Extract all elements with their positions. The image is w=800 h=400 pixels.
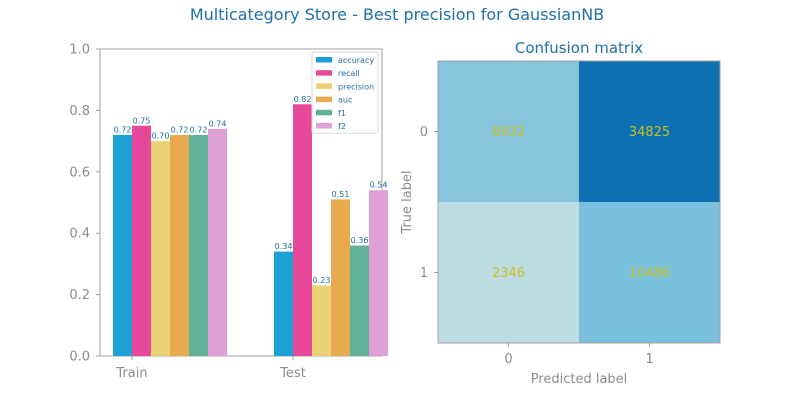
legend-swatch-accuracy: [316, 57, 332, 63]
bar-f1-test: [350, 245, 369, 356]
bar-recall-test: [293, 104, 312, 356]
y-tick-label: 0.6: [69, 165, 90, 180]
legend: accuracy recall precision auc f1 f2: [311, 51, 379, 134]
bar-value-label: 0.23: [313, 276, 331, 285]
y-tick-label: 0.0: [69, 350, 90, 365]
bar-value-label: 0.51: [332, 190, 350, 199]
bar-f1-train: [189, 134, 208, 356]
x-tick-label: Test: [279, 366, 306, 381]
bar-value-label: 0.54: [370, 181, 388, 190]
confusion-matrix-frame: [437, 60, 721, 344]
bar-marks: 0.72 0.34 0.75 0.82 0.70 0.23 0.72 0.51 0.72 0.36…: [113, 95, 388, 356]
legend-label-precision: precision: [338, 82, 374, 91]
bar-x-axis: Train Test: [115, 356, 306, 381]
bar-auc-test: [331, 199, 350, 356]
confusion-matrix: Confusion matrix 8932 34825 2346 10486 0 1 0 1…: [400, 39, 721, 387]
bar-value-label: 0.72: [190, 125, 208, 134]
y-tick-label: 1.0: [69, 43, 90, 58]
bar-value-label: 0.72: [171, 125, 189, 134]
cm-cell-value: 34825: [629, 125, 670, 140]
bar-value-label: 0.82: [294, 95, 312, 104]
cm-cell-value: 10486: [629, 266, 670, 281]
x-tick-label: Train: [115, 366, 147, 381]
legend-swatch-precision: [316, 83, 332, 89]
cm-x-tick-label: 1: [645, 352, 653, 367]
bar-value-label: 0.34: [275, 242, 293, 251]
x-axis-label: Predicted label: [531, 372, 628, 387]
legend-label-accuracy: accuracy: [338, 56, 374, 65]
cm-cell-1-0: [438, 202, 579, 343]
legend-label-auc: auc: [338, 96, 352, 105]
legend-label-recall: recall: [338, 69, 360, 78]
cm-cell-value: 2346: [492, 266, 525, 281]
cm-cell-0-1: [579, 61, 720, 202]
legend-label-f1: f1: [338, 109, 346, 118]
legend-swatch-f1: [316, 109, 332, 116]
bar-accuracy-train: [113, 134, 132, 356]
y-tick-label: 0.2: [69, 288, 90, 303]
confusion-matrix-ticks: 0 1 0 1: [420, 125, 654, 367]
bar-value-label: 0.74: [209, 119, 227, 128]
legend-swatch-f2: [316, 123, 332, 129]
cm-y-tick-label: 1: [420, 266, 428, 281]
confusion-matrix-title: Confusion matrix: [515, 39, 643, 57]
bar-f2-train: [208, 128, 227, 356]
cm-cell-value: 8932: [492, 125, 525, 140]
legend-label-f2: f2: [338, 122, 346, 131]
bar-accuracy-test: [274, 251, 293, 356]
bar-chart: 0.00.20.40.60.81.0 0.720.340.750.820.700…: [69, 43, 388, 381]
bar-value-label: 0.75: [133, 116, 151, 125]
cm-x-tick-label: 0: [504, 352, 512, 367]
cm-y-tick-label: 0: [420, 125, 428, 140]
bar-y-axis: 0.0 0.2 0.4 0.6 0.8 1.0: [69, 43, 100, 365]
bar-precision-train: [151, 141, 170, 356]
bar-recall-train: [132, 125, 151, 356]
legend-swatch-recall: [316, 70, 332, 76]
figure-title: Multicategory Store - Best precision for…: [190, 5, 604, 24]
bar-f2-test: [369, 190, 388, 356]
bar-auc-train: [170, 134, 189, 356]
cm-cell-0-0: [438, 61, 579, 202]
bar-value-label: 0.70: [152, 132, 170, 141]
cm-cell-1-1: [579, 202, 720, 343]
confusion-matrix-cells: 8932 34825 2346 10486: [438, 61, 720, 343]
y-axis-label: True label: [400, 170, 415, 234]
y-tick-label: 0.8: [69, 104, 90, 119]
legend-swatch-auc: [316, 96, 332, 103]
bar-value-label: 0.72: [114, 125, 132, 134]
bar-precision-test: [312, 285, 331, 356]
bar-value-label: 0.36: [351, 236, 369, 245]
y-tick-label: 0.4: [69, 227, 90, 242]
